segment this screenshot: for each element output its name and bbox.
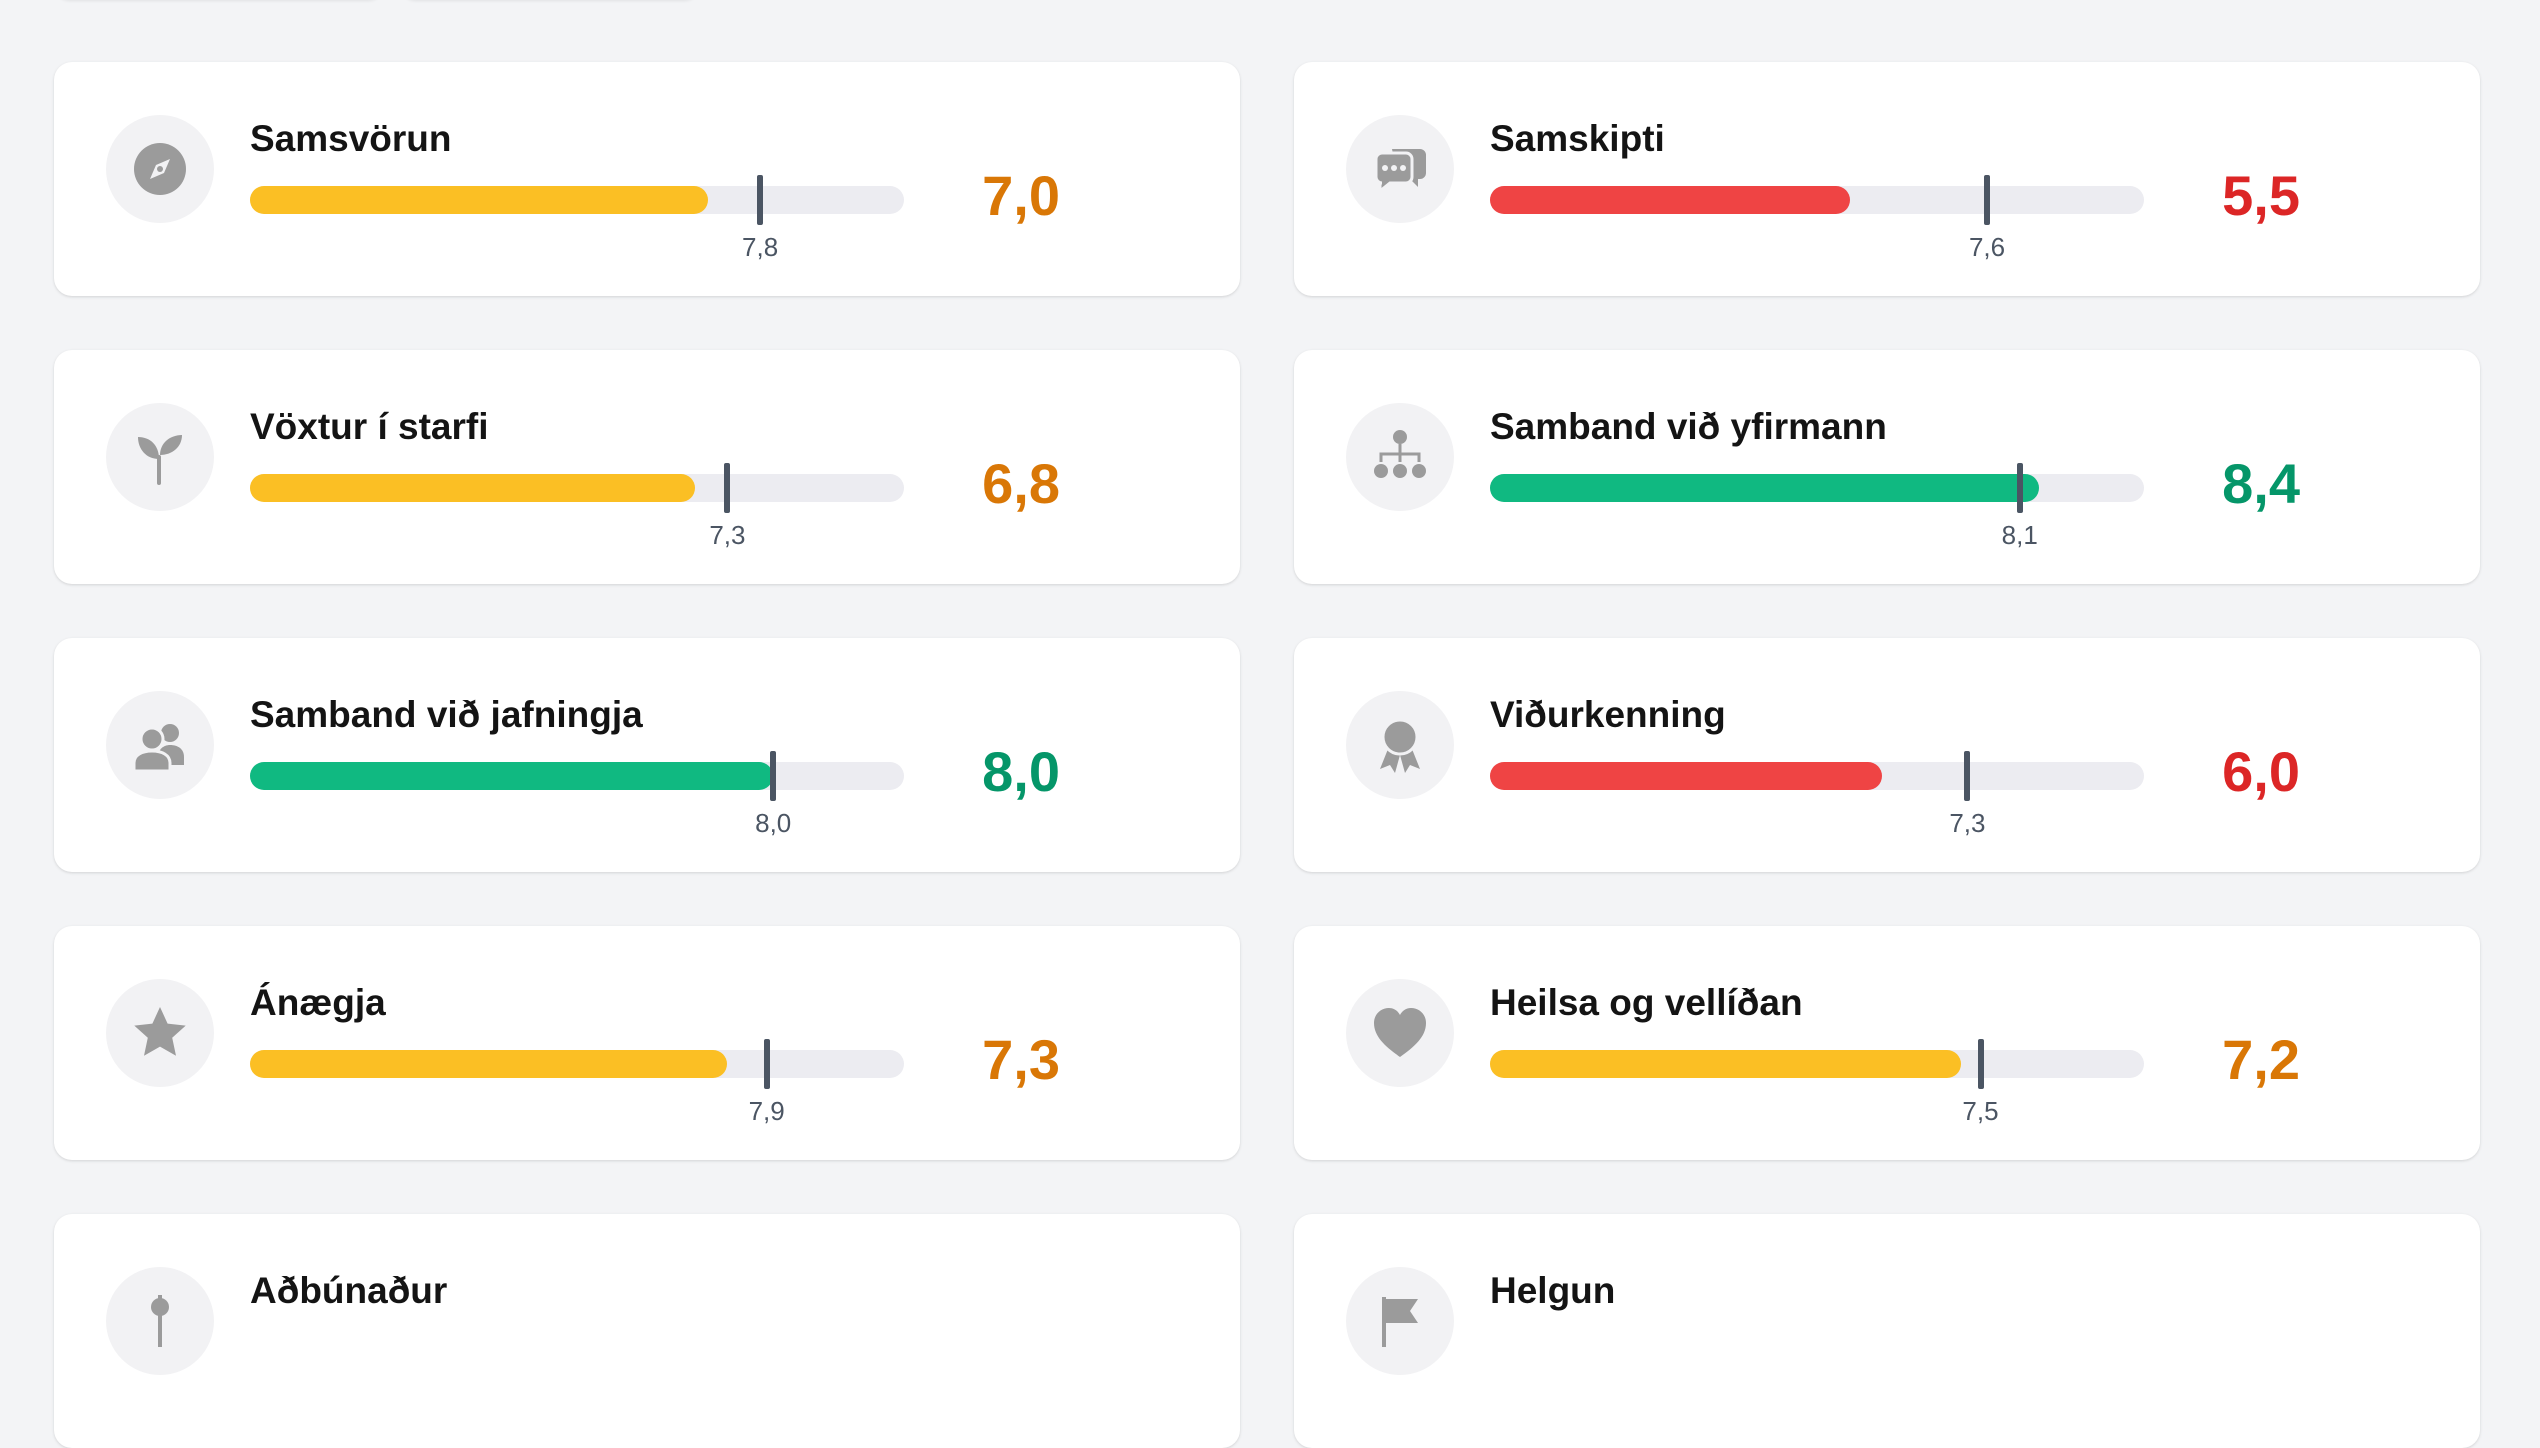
benchmark-marker (1964, 751, 1971, 801)
score-bar-track: 8,0 (250, 751, 904, 838)
score-bar-track: 7,3 (250, 463, 904, 550)
driver-card[interactable]: Samskipti 7,6 5,5 (1294, 62, 2480, 296)
score-bar-fill (1490, 474, 2040, 502)
chat-bubbles-icon (1346, 115, 1454, 223)
benchmark-marker (2016, 463, 2023, 513)
benchmark-label: 7,3 (1949, 808, 1986, 838)
driver-title: Aðbúnaður (250, 1270, 448, 1311)
benchmark-label: 7,3 (709, 520, 746, 550)
score-bar-track: 7,5 (1490, 1039, 2144, 1126)
driver-title: Samsvörun (250, 118, 452, 159)
compass-icon (106, 115, 214, 223)
benchmark-label: 8,1 (2001, 520, 2038, 550)
award-icon (1346, 691, 1454, 799)
score-bar-fill (250, 186, 708, 214)
score-value: 8,4 (2222, 452, 2300, 515)
benchmark-label: 7,5 (1962, 1096, 1999, 1126)
score-bar-track: 7,6 (1490, 175, 2144, 262)
score-value: 5,5 (2222, 164, 2300, 227)
driver-title: Helgun (1490, 1270, 1616, 1311)
driver-card[interactable]: Samband við yfirmann 8,1 8,4 (1294, 350, 2480, 584)
driver-card[interactable]: Ánægja 7,9 7,3 (54, 926, 1240, 1160)
score-value: 6,0 (2222, 740, 2300, 803)
driver-title: Samskipti (1490, 118, 1665, 159)
score-bar-fill (1490, 1050, 1961, 1078)
users-icon (106, 691, 214, 799)
score-bar-fill (250, 762, 774, 790)
driver-card[interactable]: Samsvörun 7,8 7,0 (54, 62, 1240, 296)
score-bar-fill (250, 474, 695, 502)
score-value: 7,2 (2222, 1028, 2300, 1091)
benchmark-label: 8,0 (755, 808, 792, 838)
score-bar-track: 7,8 (250, 175, 904, 262)
benchmark-marker (763, 1039, 770, 1089)
score-bar-track: 7,3 (1490, 751, 2144, 838)
pin-icon (106, 1267, 214, 1375)
benchmark-label: 7,6 (1968, 232, 2006, 262)
score-value: 6,8 (982, 452, 1060, 515)
benchmark-marker (757, 175, 764, 225)
driver-card[interactable]: Vöxtur í starfi 7,3 6,8 (54, 350, 1240, 584)
score-bar-fill (250, 1050, 728, 1078)
driver-card[interactable]: Viðurkenning 7,3 6,0 (1294, 638, 2480, 872)
score-bar-fill (1490, 762, 1883, 790)
score-bar-track: 7,9 (250, 1039, 904, 1126)
heart-icon (1346, 979, 1454, 1087)
driver-title: Heilsa og vellíðan (1490, 982, 1803, 1023)
driver-title: Samband við jafningja (250, 694, 643, 735)
flag-icon (1346, 1267, 1454, 1375)
score-value: 8,0 (982, 740, 1060, 803)
score-value: 7,0 (982, 164, 1060, 227)
score-value: 7,3 (982, 1028, 1060, 1091)
driver-card[interactable]: Helgun (1294, 1214, 2480, 1448)
benchmark-marker (770, 751, 777, 801)
driver-title: Vöxtur í starfi (250, 406, 489, 447)
seedling-icon (106, 403, 214, 511)
driver-title: Viðurkenning (1490, 694, 1726, 735)
benchmark-marker (724, 463, 731, 513)
benchmark-marker (1977, 1039, 1984, 1089)
driver-card[interactable]: Heilsa og vellíðan 7,5 7,2 (1294, 926, 2480, 1160)
driver-card-grid: Samsvörun 7,8 7,0 Samskipti 7,6 5,5 Vöxtur í s… (54, 62, 2480, 1448)
org-chart-icon (1346, 403, 1454, 511)
driver-title: Samband við yfirmann (1490, 406, 1887, 447)
star-icon (106, 979, 214, 1087)
score-bar-fill (1490, 186, 1850, 214)
benchmark-label: 7,8 (742, 232, 779, 262)
driver-title: Ánægja (250, 982, 386, 1023)
benchmark-label: 7,9 (748, 1096, 785, 1126)
score-bar-track: 8,1 (1490, 463, 2144, 550)
driver-card[interactable]: Aðbúnaður (54, 1214, 1240, 1448)
benchmark-marker (1984, 175, 1991, 225)
driver-card[interactable]: Samband við jafningja 8,0 8,0 (54, 638, 1240, 872)
